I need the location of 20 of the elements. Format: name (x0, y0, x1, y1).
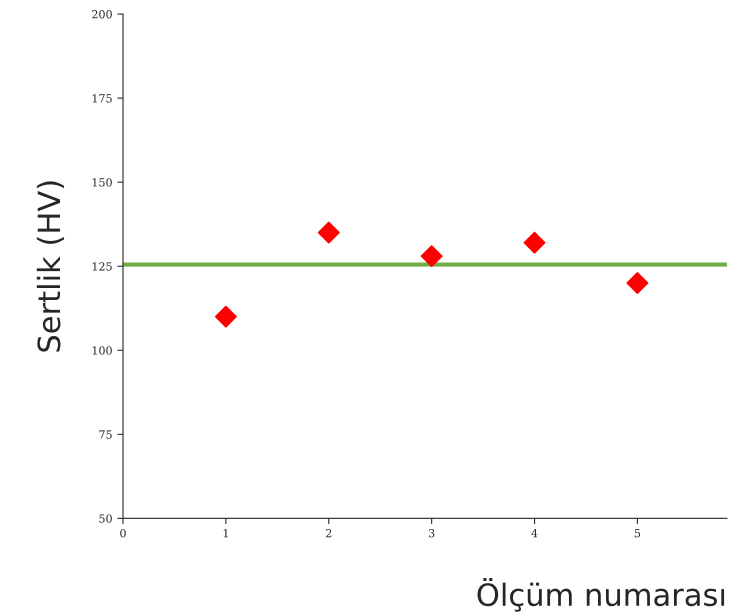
y-tick-label: 50 (99, 514, 112, 523)
point (420, 245, 443, 268)
x-tick-label: 4 (531, 528, 538, 538)
x-tick-label: 0 (120, 528, 126, 538)
point (626, 272, 648, 294)
x-tick-label: 2 (326, 528, 332, 538)
y-tick-label: 200 (92, 10, 112, 18)
x-tick-label: 1 (224, 528, 228, 538)
y-tick-label: 150 (92, 178, 112, 187)
y-tick-label: 125 (92, 262, 112, 271)
x-tick-label: 5 (634, 529, 640, 538)
point (318, 222, 340, 244)
x-axis-title: Ölçüm numarası (478, 578, 724, 612)
x-tick-label: 3 (428, 528, 434, 538)
y-axis-title: Sertlik (HV) (36, 181, 64, 352)
y-tick-label: 75 (99, 430, 112, 439)
y-tick-label: 175 (92, 94, 112, 103)
point (524, 232, 546, 254)
point (214, 306, 237, 328)
y-tick-label: 100 (92, 346, 112, 355)
